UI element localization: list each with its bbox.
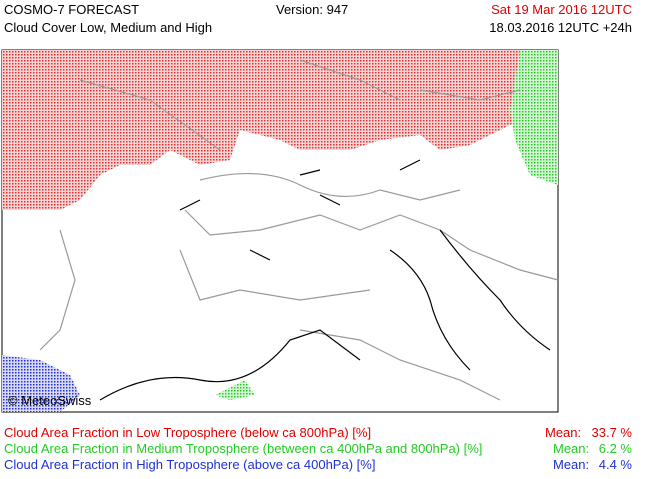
- medium-cloud-area: [510, 50, 558, 185]
- legend: Cloud Area Fraction in Low Troposphere (…: [4, 425, 632, 472]
- map: © MeteoSwiss: [1, 49, 559, 413]
- borders: [39, 59, 559, 401]
- credit: © MeteoSwiss: [8, 393, 92, 408]
- valid-time: Sat 19 Mar 2016 12UTC: [491, 2, 632, 17]
- run-time: 18.03.2016 12UTC +24h: [489, 20, 632, 35]
- mean-value: 6.2 %: [599, 441, 633, 456]
- medium-cloud-patch: [215, 380, 255, 400]
- title: COSMO-7 FORECAST: [4, 2, 139, 17]
- low-cloud-area: [2, 50, 520, 210]
- legend-label: Cloud Area Fraction in High Troposphere …: [4, 457, 375, 472]
- subtitle: Cloud Cover Low, Medium and High: [4, 20, 212, 35]
- legend-label: Cloud Area Fraction in Medium Tropospher…: [4, 441, 482, 456]
- mean-label: Mean:: [553, 457, 589, 472]
- high-cloud-area: [2, 355, 80, 412]
- coastlines: [99, 159, 551, 401]
- mean-label: Mean:: [545, 425, 581, 440]
- mean-value: 33.7 %: [592, 425, 633, 440]
- legend-label: Cloud Area Fraction in Low Troposphere (…: [4, 425, 371, 440]
- mean-value: 4.4 %: [599, 457, 633, 472]
- mean-label: Mean:: [553, 441, 589, 456]
- version: Version: 947: [276, 2, 348, 17]
